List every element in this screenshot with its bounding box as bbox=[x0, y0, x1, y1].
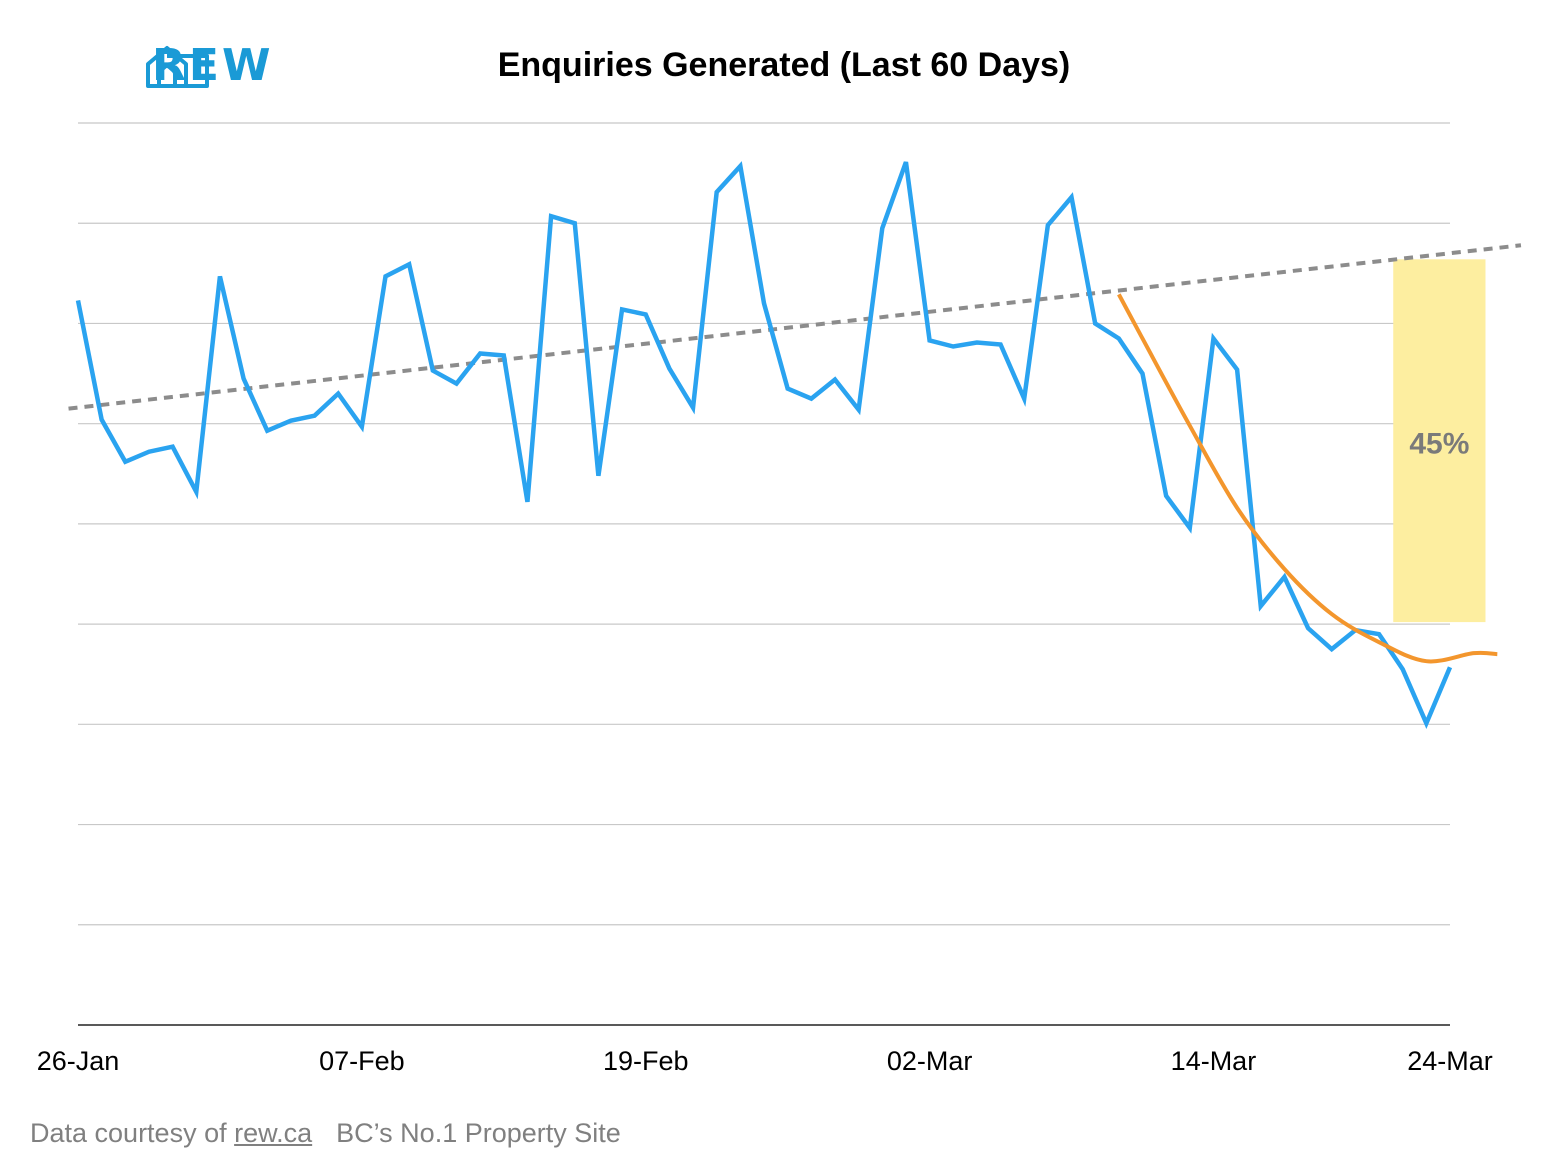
x-tick-label: 07-Feb bbox=[319, 1046, 405, 1076]
footer: Data courtesy of rew.ca BC’s No.1 Propert… bbox=[30, 1118, 621, 1149]
chart-title: Enquiries Generated (Last 60 Days) bbox=[497, 46, 1071, 84]
x-tick-label: 26-Jan bbox=[37, 1046, 120, 1076]
highlight-box bbox=[1393, 259, 1486, 623]
series-line bbox=[75, 161, 1453, 730]
fit-layer bbox=[1117, 293, 1498, 664]
x-tick-label: 02-Mar bbox=[887, 1046, 973, 1076]
footer-prefix: Data courtesy of bbox=[30, 1118, 227, 1148]
trend-layer bbox=[68, 243, 1522, 411]
brand-logo-text: REW bbox=[152, 40, 274, 91]
footer-link[interactable]: rew.ca bbox=[234, 1118, 313, 1148]
rew-house-logo-icon bbox=[146, 46, 209, 88]
footer-tagline: BC’s No.1 Property Site bbox=[336, 1118, 621, 1148]
gridlines bbox=[78, 122, 1450, 1026]
trend-line bbox=[68, 243, 1522, 411]
fitted-curve bbox=[1117, 293, 1498, 664]
highlight-layer bbox=[1393, 259, 1486, 623]
x-tick-label: 24-Mar bbox=[1407, 1046, 1493, 1076]
x-tick-label: 19-Feb bbox=[603, 1046, 689, 1076]
series-layer bbox=[75, 161, 1453, 730]
annotation-label: 45% bbox=[1409, 427, 1469, 460]
x-tick-label: 14-Mar bbox=[1171, 1046, 1257, 1076]
annotation-layer: 45% bbox=[1409, 427, 1469, 460]
x-axis-tick-labels: 26-Jan 07-Feb 19-Feb 02-Mar 14-Mar 24-Mar bbox=[37, 1046, 1493, 1076]
